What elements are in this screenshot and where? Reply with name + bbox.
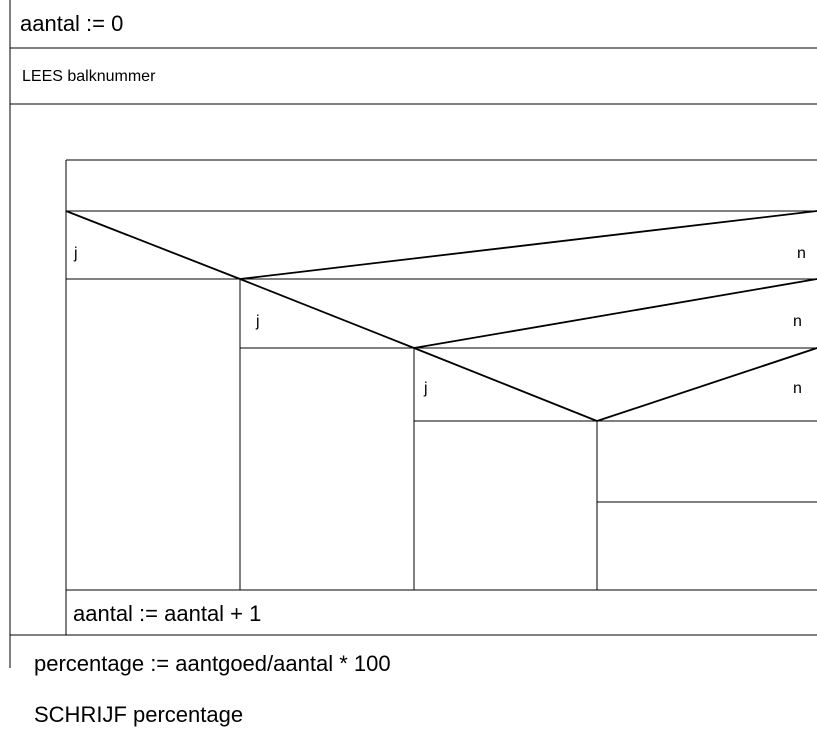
decision-no: n <box>793 313 802 330</box>
decision-yes: j <box>73 245 78 262</box>
border-line <box>65 210 241 280</box>
border-line <box>239 278 415 349</box>
decision-yes: j <box>423 380 428 397</box>
decision-no: n <box>797 245 806 262</box>
border-line <box>413 278 817 349</box>
border-line <box>239 210 817 280</box>
statement: percentage := aantgoed/aantal * 100 <box>34 651 391 676</box>
statement: LEES balknummer <box>22 68 156 85</box>
statement: SCHRIJF percentage <box>34 702 243 727</box>
statement: aantal := 0 <box>20 11 123 36</box>
border-line <box>413 347 598 422</box>
statement: aantal := aantal + 1 <box>73 601 261 626</box>
decision-no: n <box>793 380 802 397</box>
border-line <box>596 347 817 422</box>
decision-yes: j <box>255 313 260 330</box>
